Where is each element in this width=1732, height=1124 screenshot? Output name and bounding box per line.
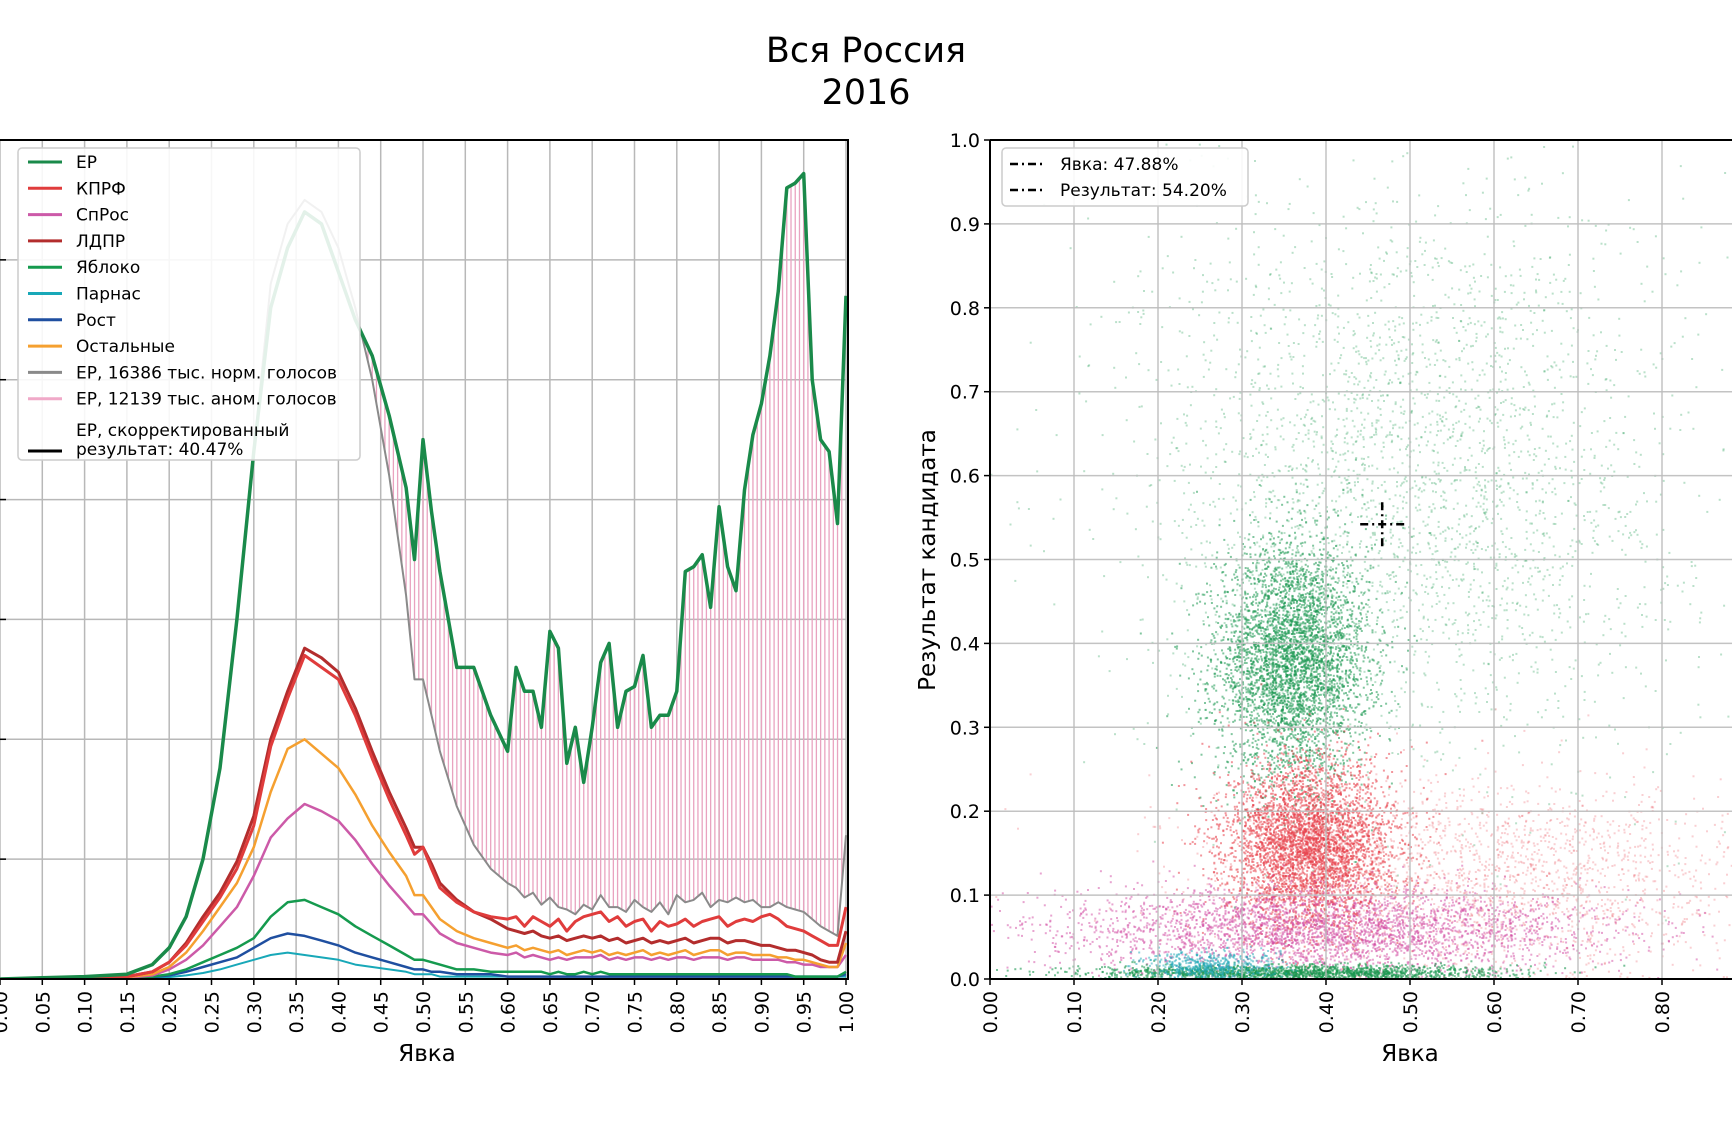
left-x-tick-label: 0.35 [286, 991, 308, 1033]
right-y-tick-label: 0.4 [950, 633, 980, 655]
left-x-tick-label: 0.10 [75, 991, 97, 1033]
right-legend: Явка: 47.88% Результат: 54.20% [1001, 147, 1249, 207]
left-x-tick-label: 0.85 [709, 991, 731, 1033]
legend-label: Рост [76, 311, 116, 331]
series-line-остальные [0, 738, 848, 979]
legend-label: ЕР, скорректированный [76, 421, 289, 441]
left-x-tick-label: 0.25 [202, 991, 224, 1033]
legend-label: ЕР, 16386 тыс. норм. голосов [76, 363, 337, 383]
left-x-ticks: 0.00 0.05 0.10 0.15 0.20 0.25 0.30 0.35 0.40 0.45… [0, 979, 858, 1033]
figure-title-line2: 2016 [821, 73, 910, 113]
right-x-tick-label: 0.70 [1568, 991, 1590, 1033]
legend-label: Результат: 54.20% [1060, 181, 1227, 201]
right-y-tick-label: 0.0 [950, 969, 980, 991]
right-y-axis-label: Результат кандидата [915, 429, 941, 691]
series-line-спрос [0, 802, 848, 979]
right-grid [990, 140, 1732, 979]
right-y-tick-label: 0.1 [950, 885, 980, 907]
left-x-tick-label: 0.65 [540, 991, 562, 1033]
crosshair-marker [1360, 502, 1405, 547]
scatter-cluster-КПРФ [1161, 683, 1447, 979]
right-x-ticks: 0.00 0.10 0.20 0.30 0.40 0.50 0.60 0.70 0.80 [980, 979, 1674, 1033]
left-x-tick-label: 0.05 [32, 991, 54, 1033]
right-x-tick-label: 0.40 [1316, 991, 1338, 1033]
right-x-tick-label: 0.30 [1232, 991, 1254, 1033]
right-y-tick-label: 0.6 [950, 466, 980, 488]
series-line-лдпр [0, 646, 848, 979]
right-y-tick-label: 0.3 [950, 717, 980, 739]
left-x-tick-label: 0.55 [455, 991, 477, 1033]
legend-label: СпРос [76, 206, 129, 226]
legend-label: Явка: 47.88% [1060, 155, 1178, 175]
legend-label: результат: 40.47% [76, 440, 243, 460]
left-x-tick-label: 1.00 [836, 991, 858, 1033]
right-y-ticks: 0.0 0.1 0.2 0.3 0.4 0.5 0.6 0.7 0.8 0.9 1.0 [950, 130, 990, 991]
left-x-tick-label: 0.00 [0, 991, 12, 1033]
series-line-рост [0, 932, 847, 979]
right-x-tick-label: 0.00 [980, 991, 1002, 1033]
legend-label: КПРФ [76, 179, 126, 199]
scatter-cluster-Яблоко [996, 959, 1626, 979]
left-x-tick-label: 0.45 [371, 991, 393, 1033]
left-x-axis-label: Явка [398, 1041, 456, 1067]
left-x-tick-label: 0.95 [794, 991, 816, 1033]
anomalous-votes-hatching [363, 173, 843, 936]
left-legend: ЕР КПРФ СпРос ЛДПР Яблоко Парнас Рост Остальные… [17, 147, 361, 461]
right-y-tick-label: 0.7 [950, 382, 980, 404]
right-x-tick-label: 0.10 [1064, 991, 1086, 1033]
left-x-tick-label: 0.80 [667, 991, 689, 1033]
legend-label: Остальные [76, 337, 175, 357]
left-x-tick-label: 0.20 [159, 991, 181, 1033]
legend-label: Яблоко [76, 258, 140, 278]
right-x-tick-label: 0.80 [1652, 991, 1674, 1033]
scatter-cluster-СпРос [990, 860, 1719, 979]
legend-label: ЕР [76, 153, 97, 173]
left-x-tick-label: 0.60 [498, 991, 520, 1033]
legend-label: ЛДПР [76, 232, 125, 252]
left-x-tick-label: 0.15 [117, 991, 139, 1033]
left-x-tick-label: 0.75 [625, 991, 647, 1033]
right-x-axis-label: Явка [1381, 1041, 1439, 1067]
right-y-tick-label: 0.2 [950, 801, 980, 823]
series-line-яблоко [0, 898, 847, 979]
left-x-tick-label: 0.70 [582, 991, 604, 1033]
right-x-tick-label: 0.50 [1400, 991, 1422, 1033]
series-line-кпрф [0, 653, 848, 979]
scatter-cluster-Парнас [1123, 939, 1298, 979]
turnout-histogram-chart: 0.00 0.05 0.10 0.15 0.20 0.25 0.30 0.35 0.40 0.45… [0, 139, 858, 1067]
figure-title-line1: Вся Россия [766, 31, 966, 71]
right-y-tick-label: 0.5 [950, 550, 980, 572]
right-y-tick-label: 0.8 [950, 298, 980, 320]
left-x-tick-label: 0.40 [328, 991, 350, 1033]
legend-label: ЕР, 12139 тыс. аном. голосов [76, 390, 337, 410]
right-x-tick-label: 0.20 [1148, 991, 1170, 1033]
scatter-points [990, 143, 1732, 979]
left-x-tick-label: 0.30 [244, 991, 266, 1033]
right-y-tick-label: 1.0 [950, 130, 980, 152]
legend-label: Парнас [76, 285, 141, 305]
right-y-tick-label: 0.9 [950, 214, 980, 236]
left-x-tick-label: 0.50 [413, 991, 435, 1033]
right-x-tick-label: 0.60 [1484, 991, 1506, 1033]
left-x-tick-label: 0.90 [751, 991, 773, 1033]
turnout-vs-result-scatter: 0.00.10.20.30.40.50.60.70.80.91.0 0.00 0.… [915, 130, 1732, 1067]
